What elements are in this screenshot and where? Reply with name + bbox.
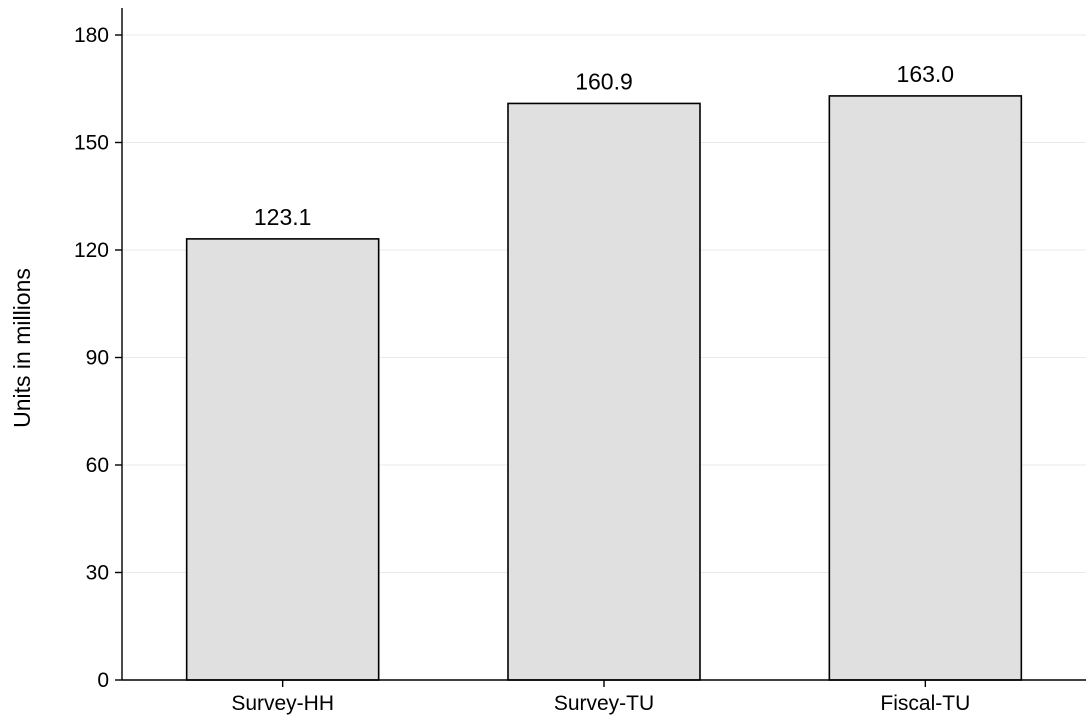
x-tick-label: Survey-TU (554, 692, 654, 715)
y-tick-label: 60 (86, 454, 109, 477)
data-label: 163.0 (897, 61, 955, 87)
x-tick-label: Survey-HH (231, 692, 334, 715)
bars (185, 95, 1023, 681)
y-tick-label: 30 (86, 562, 109, 585)
data-label: 160.9 (575, 68, 633, 94)
bar (507, 102, 701, 681)
data-labels: 123.1 160.9 163.0 (254, 61, 954, 230)
y-tick-label: 0 (97, 669, 109, 692)
y-tick-label: 90 (86, 347, 109, 370)
data-label: 123.1 (254, 204, 312, 230)
y-axis-label: Units in millions (9, 268, 35, 428)
y-tick-label: 180 (74, 24, 109, 47)
y-tick-label: 150 (74, 132, 109, 155)
x-tick-label: Fiscal-TU (880, 692, 970, 715)
bar (828, 95, 1023, 681)
x-ticks: Survey-HH Survey-TU Fiscal-TU (231, 680, 970, 715)
bar (185, 238, 380, 681)
y-ticks: 0 30 60 90 120 150 180 (74, 24, 122, 692)
y-tick-label: 120 (74, 239, 109, 262)
